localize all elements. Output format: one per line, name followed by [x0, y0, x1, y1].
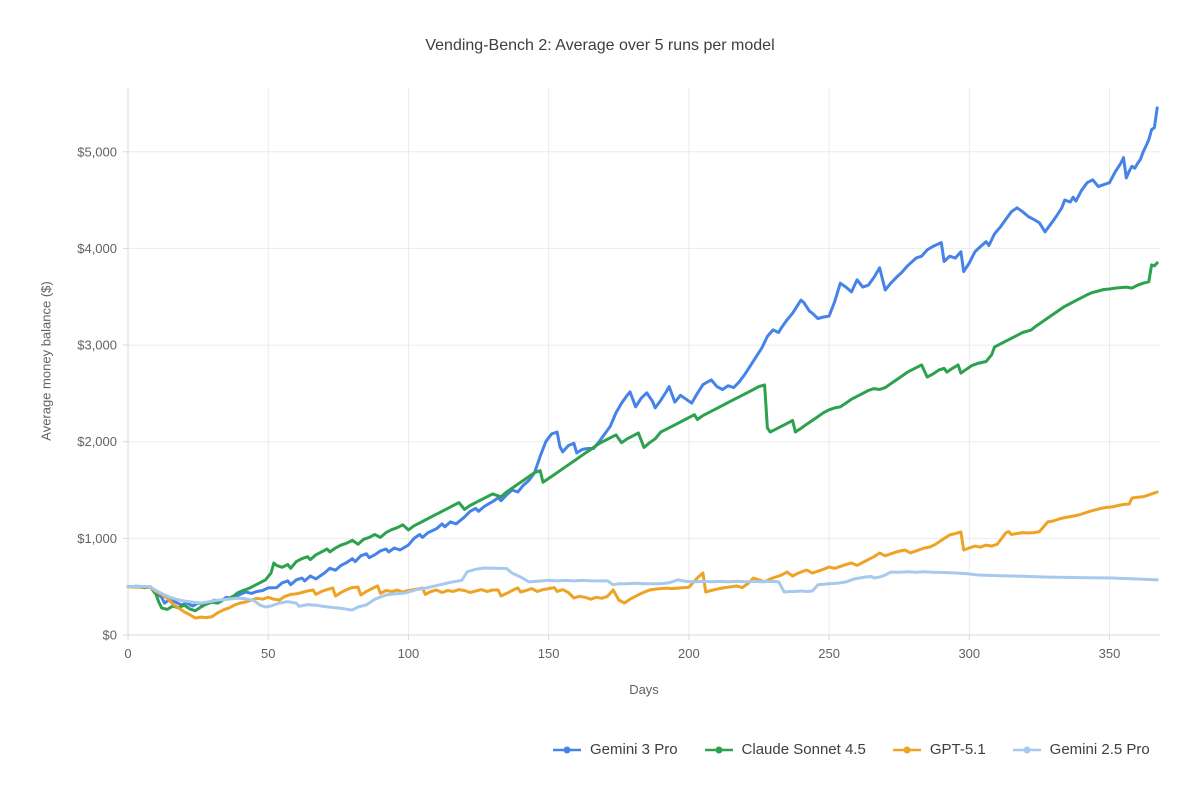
series-line-gemini-2-5-pro: [126, 566, 1159, 612]
legend-label: Gemini 2.5 Pro: [1049, 741, 1150, 758]
legend-item-claude-sonnet-4-5: Claude Sonnet 4.5: [704, 741, 866, 758]
legend-item-gemini-2-5-pro: Gemini 2.5 Pro: [1012, 741, 1150, 758]
x-tick-label: 50: [261, 646, 275, 661]
x-axis-title: Days: [629, 682, 659, 697]
series-line-claude-sonnet-4-5: [126, 261, 1159, 613]
legend: Gemini 3 Pro Claude Sonnet 4.5 GPT-5.1 G…: [552, 741, 1150, 758]
chart-title: Vending-Bench 2: Average over 5 runs per…: [425, 37, 775, 54]
legend-label: Gemini 3 Pro: [590, 741, 678, 758]
y-tick-label: $5,000: [77, 144, 117, 159]
y-tick-label: $4,000: [77, 241, 117, 256]
legend-marker-line-dot-icon: [704, 746, 733, 753]
series-line-gpt-5-1: [126, 490, 1159, 620]
x-tick-label: 250: [818, 646, 840, 661]
legend-label: GPT-5.1: [929, 741, 986, 758]
x-tick-label: 350: [1099, 646, 1121, 661]
y-tick-label: $2,000: [77, 434, 117, 449]
legend-marker-line-dot-icon: [1012, 746, 1041, 753]
y-tick-label: $1,000: [77, 531, 117, 546]
x-tick-label: 150: [538, 646, 560, 661]
x-tick-label: 200: [678, 646, 700, 661]
y-tick-label: $0: [103, 628, 117, 643]
x-tick-label: 300: [958, 646, 980, 661]
legend-item-gpt-5-1: GPT-5.1: [892, 741, 986, 758]
legend-marker-line-dot-icon: [892, 746, 921, 753]
legend-item-gemini-3-pro: Gemini 3 Pro: [552, 741, 678, 758]
x-tick-label: 100: [398, 646, 420, 661]
x-tick-label: 0: [124, 646, 131, 661]
series-line-gemini-3-pro: [126, 106, 1159, 608]
legend-label: Claude Sonnet 4.5: [741, 741, 866, 758]
y-tick-label: $3,000: [77, 338, 117, 353]
legend-marker-line-dot-icon: [553, 746, 581, 753]
